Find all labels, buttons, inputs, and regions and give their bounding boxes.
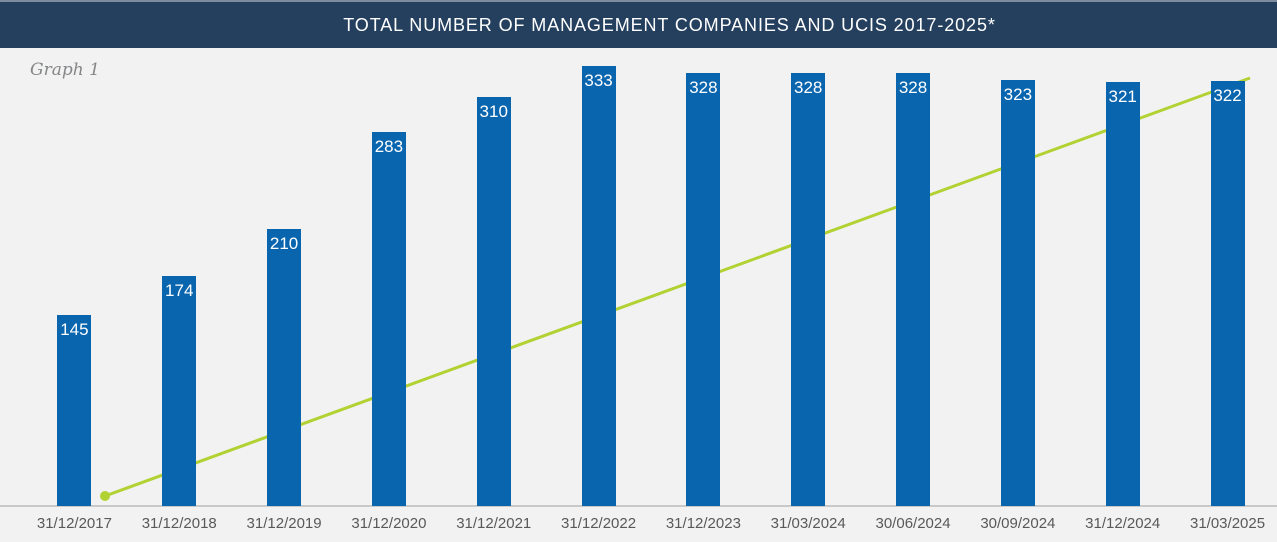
bar-slot: 210	[232, 48, 337, 506]
bar-value-label: 321	[1108, 87, 1137, 106]
x-axis-label: 31/12/2022	[561, 515, 637, 532]
x-axis-label: 31/12/2024	[1085, 515, 1161, 532]
chart-title-bar: TOTAL NUMBER OF MANAGEMENT COMPANIES AND…	[0, 0, 1277, 48]
x-axis-label: 30/06/2024	[875, 515, 951, 532]
x-axis-label: 31/12/2017	[36, 515, 112, 532]
bar-value-label: 145	[60, 320, 89, 339]
graph-number-label: Graph 1	[30, 60, 100, 80]
bar: 322	[1210, 81, 1245, 506]
bar-value-label: 328	[794, 78, 823, 97]
bar: 310	[476, 97, 511, 506]
bar: 321	[1105, 82, 1140, 506]
x-axis-label: 31/12/2018	[141, 515, 217, 532]
bar-series: 145 174 210 283 310 333 328 328 328 323 321 322	[22, 48, 1277, 506]
bar: 145	[57, 315, 92, 506]
bar-slot: 323	[965, 48, 1070, 506]
bar-slot: 328	[756, 48, 861, 506]
x-axis-line	[0, 505, 1277, 507]
bar: 328	[686, 73, 721, 506]
bar-slot: 283	[336, 48, 441, 506]
bar-slot: 174	[127, 48, 232, 506]
chart-title: TOTAL NUMBER OF MANAGEMENT COMPANIES AND…	[343, 14, 996, 35]
bar-slot: 322	[1175, 48, 1277, 506]
bar-value-label: 210	[269, 234, 299, 253]
bar-slot: 328	[861, 48, 966, 506]
bar-value-label: 328	[689, 78, 718, 97]
bar: 210	[267, 229, 302, 506]
bar-value-label: 323	[1003, 85, 1033, 104]
x-axis-label: 31/12/2023	[665, 515, 741, 532]
x-axis-label: 31/12/2021	[456, 515, 532, 532]
bar: 328	[791, 73, 826, 506]
trend-line-start-marker	[100, 491, 110, 501]
x-axis-label: 31/03/2024	[770, 515, 846, 532]
bar-value-label: 310	[479, 102, 508, 121]
bar-slot: 321	[1070, 48, 1175, 506]
bar: 283	[371, 132, 406, 506]
bar-value-label: 322	[1213, 86, 1242, 105]
bar-value-label: 328	[898, 78, 928, 97]
x-axis-labels: 31/12/2017 31/12/2018 31/12/2019 31/12/2020…	[22, 515, 1277, 532]
bar: 323	[1000, 80, 1035, 506]
bar-slot: 145	[22, 48, 127, 506]
x-axis-label: 30/09/2024	[980, 515, 1056, 532]
x-axis-label: 31/12/2019	[246, 515, 322, 532]
bar: 174	[162, 276, 197, 506]
bar-value-label: 174	[165, 281, 194, 300]
bar-slot: 310	[441, 48, 546, 506]
x-axis-label: 31/03/2025	[1189, 515, 1266, 532]
bar-value-label: 333	[584, 71, 613, 90]
x-axis-label: 31/12/2020	[351, 515, 427, 532]
bar: 328	[896, 73, 931, 506]
bar: 333	[581, 66, 616, 506]
bar-slot: 333	[546, 48, 651, 506]
bar-slot: 328	[651, 48, 756, 506]
bar-value-label: 283	[374, 137, 404, 156]
